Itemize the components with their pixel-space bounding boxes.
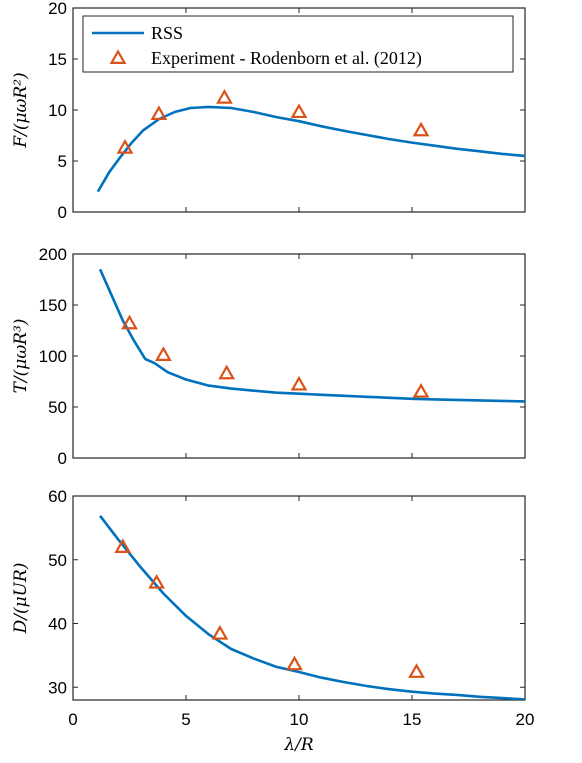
y-tick-label: 150 — [39, 296, 67, 315]
experiment-point — [290, 375, 308, 391]
y-tick-label: 0 — [58, 449, 67, 468]
experiment-point — [412, 382, 430, 398]
experiment-point — [114, 538, 132, 553]
x-tick-label: 0 — [68, 710, 77, 729]
panel-2: 0 50 100 150 200 T/(μωR³) — [11, 245, 526, 468]
plot-area — [98, 268, 525, 403]
y-tick-label: 15 — [48, 50, 67, 69]
experiment-point — [116, 139, 134, 154]
experiment-point — [150, 105, 168, 121]
legend-marker-swatch — [109, 49, 127, 64]
experiment-point — [216, 89, 233, 104]
rss-line — [98, 268, 525, 403]
y-axis-label: F/(μωR²) — [11, 72, 31, 148]
y-tick-label: 20 — [48, 0, 67, 18]
experiment-point — [148, 573, 166, 589]
panel-1: 0 5 10 15 20 F/(μωR²) RSS Experiment - Rodenbor… — [11, 0, 526, 222]
rss-line — [99, 515, 525, 700]
legend: RSS Experiment - Rodenborn et al. (2012) — [82, 15, 514, 73]
x-tick-label: 15 — [403, 710, 422, 729]
y-tick-label: 50 — [48, 398, 67, 417]
y-tick-label: 0 — [58, 203, 67, 222]
y-tick-label: 10 — [48, 101, 67, 120]
y-tick-label: 60 — [48, 487, 67, 506]
experiment-point — [408, 663, 425, 678]
experiment-point — [290, 103, 308, 119]
x-tick-label: 10 — [290, 710, 309, 729]
experiment-point — [218, 364, 236, 380]
plot-area — [99, 515, 525, 700]
legend-box — [82, 15, 514, 73]
y-tick-label: 100 — [39, 347, 67, 366]
panel-3: 0 5 10 15 20 30 40 50 60 D/(μUR) λ/R — [11, 487, 534, 755]
y-axis-label: T/(μωR³) — [11, 319, 31, 394]
y-axis-label: D/(μUR) — [11, 563, 31, 635]
plot-area — [96, 105, 525, 193]
y-tick-label: 50 — [48, 551, 67, 570]
y-tick-label: 200 — [39, 245, 67, 264]
legend-label-rss: RSS — [151, 23, 183, 43]
experiment-point — [211, 624, 229, 640]
x-tick-label: 5 — [181, 710, 190, 729]
x-axis-label: λ/R — [283, 735, 314, 755]
experiment-point — [121, 314, 138, 330]
axes-box — [72, 253, 526, 459]
y-tick-label: 30 — [48, 678, 67, 697]
x-tick-label: 20 — [516, 710, 535, 729]
experiment-point — [286, 655, 303, 671]
legend-label-experiment: Experiment - Rodenborn et al. (2012) — [151, 48, 422, 69]
y-tick-label: 40 — [48, 615, 67, 634]
experiment-point — [155, 346, 172, 361]
y-tick-label: 5 — [58, 152, 67, 171]
rss-line — [96, 105, 525, 193]
experiment-point — [412, 121, 430, 137]
